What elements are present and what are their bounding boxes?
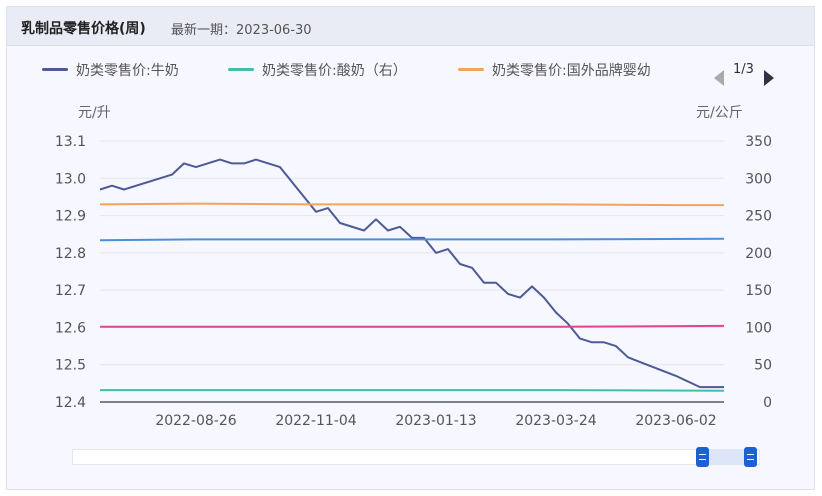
triangle-left-icon[interactable] [714, 70, 724, 86]
right-axis-tick-label: 100 [745, 320, 772, 336]
series-line [99, 202, 724, 207]
legend-pager: 1/3 [733, 62, 754, 77]
right-axis-tick-label: 50 [754, 358, 772, 374]
left-axis-tick-label: 13.1 [55, 134, 86, 150]
datazoom-selection[interactable] [700, 449, 752, 465]
legend-swatch [228, 68, 254, 71]
series-line [99, 158, 724, 389]
triangle-right-icon[interactable] [764, 70, 774, 86]
legend-swatch [458, 68, 484, 71]
left-axis-tick-label: 12.4 [55, 395, 86, 411]
right-axis-ticks: 350 300 250 200 150 100 50 0 [745, 134, 772, 411]
left-axis-tick-label: 12.6 [55, 320, 86, 336]
chart-panel: 乳制品零售价格(周) 最新一期：2023-06-30 [6, 6, 815, 490]
series-line [99, 237, 725, 242]
chart-title: 乳制品零售价格(周) [21, 21, 146, 37]
x-axis-tick-label: 2023-01-13 [395, 413, 476, 429]
x-axis-tick-label: 2022-11-04 [275, 413, 356, 429]
legend-label: 奶类零售价:国外品牌婴幼 [492, 63, 651, 79]
left-axis-tick-label: 13.0 [55, 171, 86, 187]
left-axis-tick-label: 12.9 [55, 209, 86, 225]
legend-label: 奶类零售价:牛奶 [76, 63, 179, 79]
left-axis-tick-label: 12.5 [55, 358, 86, 374]
right-axis-tick-label: 350 [745, 134, 772, 150]
left-axis-tick-label: 12.7 [55, 283, 86, 299]
right-axis-tick-label: 250 [745, 209, 772, 225]
left-axis-ticks: 13.1 13.0 12.9 12.8 12.7 12.6 12.5 12.4 [55, 134, 86, 411]
right-axis-tick-label: 300 [745, 171, 772, 187]
grid-lines [100, 140, 724, 403]
legend-label: 奶类零售价:酸奶（右） [262, 63, 407, 79]
right-axis-unit: 元/公斤 [696, 105, 743, 121]
x-axis-ticks: 2022-08-26 2022-11-04 2023-01-13 2023-03-24… [155, 413, 716, 429]
panel-header: 乳制品零售价格(周) 最新一期：2023-06-30 [7, 7, 814, 46]
right-axis-tick-label: 0 [763, 395, 772, 411]
series-line [100, 324, 725, 328]
series-line [100, 389, 725, 392]
x-axis-tick-label: 2022-08-26 [155, 413, 236, 429]
datazoom-left-handle[interactable] [696, 447, 709, 467]
latest-period: 最新一期：2023-06-30 [171, 23, 312, 38]
right-axis-tick-label: 150 [745, 283, 772, 299]
x-axis-tick-label: 2023-06-02 [635, 413, 716, 429]
right-axis-tick-label: 200 [745, 246, 772, 262]
legend-swatch [42, 68, 68, 71]
x-axis-tick-label: 2023-03-24 [515, 413, 596, 429]
datazoom-track[interactable] [72, 449, 760, 465]
left-axis-tick-label: 12.8 [55, 246, 86, 262]
series-lines [99, 158, 725, 392]
datazoom-right-handle[interactable] [744, 447, 757, 467]
left-axis-unit: 元/升 [78, 105, 111, 121]
